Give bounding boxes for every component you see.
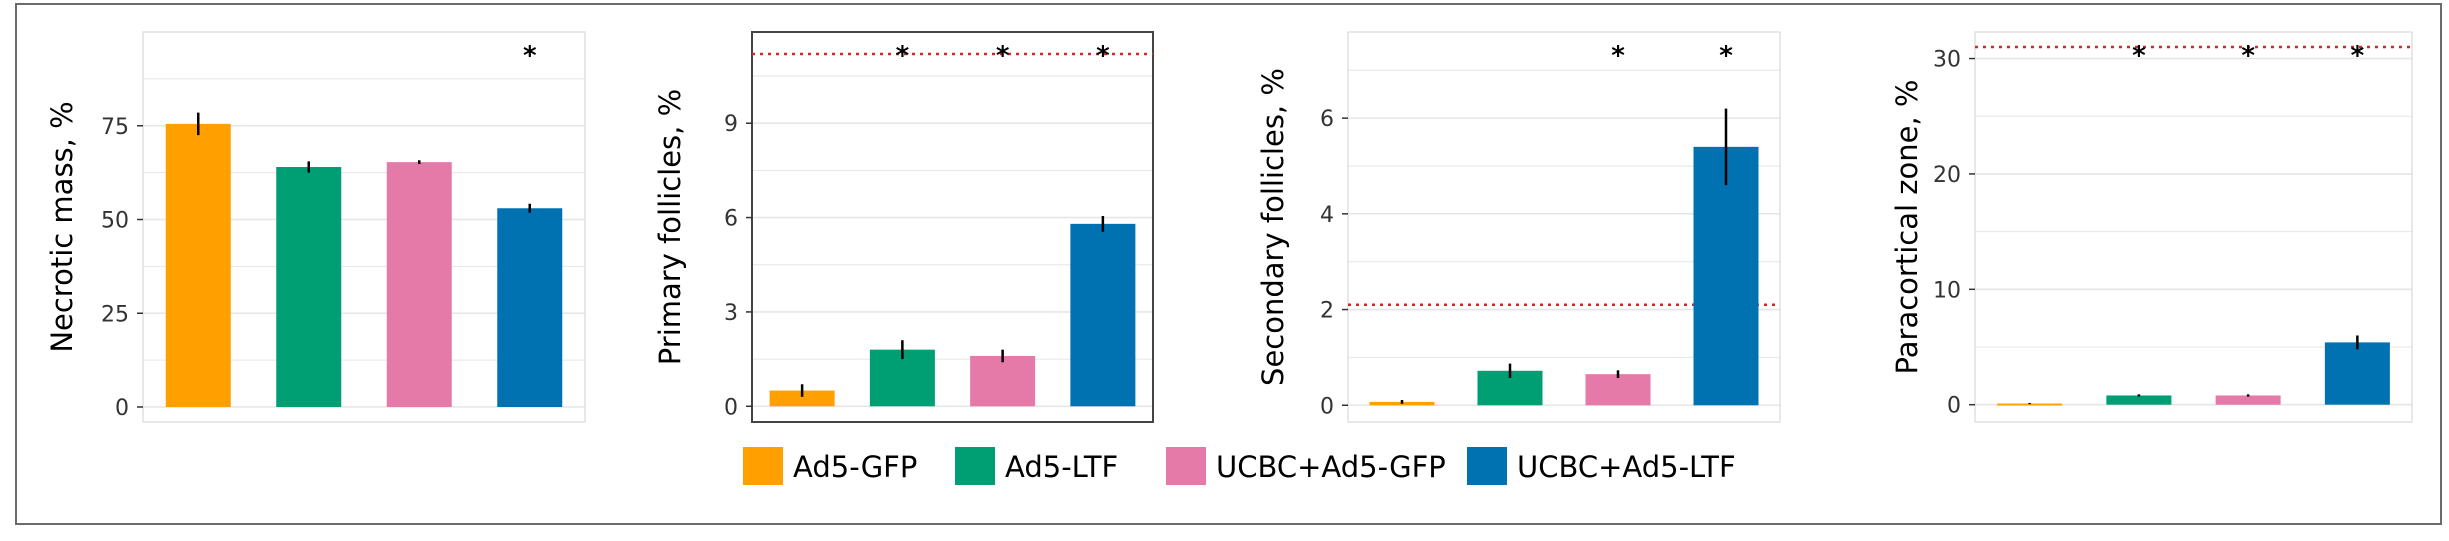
bar-ad5-gfp bbox=[1997, 403, 2063, 406]
y-tick-label: 4 bbox=[1320, 203, 1334, 228]
y-tick-label: 9 bbox=[724, 112, 738, 137]
y-tick-label: 2 bbox=[1320, 299, 1334, 324]
y-tick-label: 10 bbox=[1933, 278, 1961, 303]
bar-ucbc-ad5-ltf bbox=[2324, 342, 2390, 405]
bar-ucbc-ad5-ltf bbox=[497, 208, 563, 407]
y-tick-label: 0 bbox=[1320, 394, 1334, 419]
panel-border bbox=[1974, 31, 2413, 423]
legend-swatch bbox=[1166, 447, 1206, 485]
panel-border bbox=[142, 31, 586, 423]
legend-item: UCBC+Ad5-LTF bbox=[1467, 447, 1736, 485]
significance-star: * bbox=[996, 41, 1010, 71]
y-tick-label: 50 bbox=[101, 209, 129, 234]
y-axis-label: Primary follicles, % bbox=[653, 89, 687, 365]
legend: Ad5-GFP Ad5-LTF UCBC+Ad5-GFP UCBC+Ad5-LTF bbox=[743, 447, 1736, 485]
significance-star: * bbox=[2351, 41, 2365, 71]
panel-frame bbox=[751, 31, 1154, 423]
chart-panel-2: 0 3 6 9 Primary follicles, % * * * bbox=[653, 31, 1154, 423]
y-axis-label: Necrotic mass, % bbox=[45, 101, 79, 352]
chart-panel-4: 0 10 20 30 Paracortical zone, % * * * bbox=[1890, 31, 2413, 423]
chart-panel-3: 0 2 4 6 Secondary follicles, % * * bbox=[1256, 31, 1781, 423]
y-tick-label: 30 bbox=[1933, 48, 1961, 73]
significance-star: * bbox=[1611, 41, 1625, 71]
y-tick-label: 6 bbox=[1320, 107, 1334, 132]
bar-ucbc-ad5-ltf bbox=[1693, 146, 1759, 406]
bar-ucbc-ad5-gfp bbox=[970, 355, 1036, 407]
legend-swatch bbox=[1467, 447, 1507, 485]
bar-ucbc-ad5-gfp bbox=[1585, 374, 1651, 406]
significance-star: * bbox=[523, 41, 537, 71]
significance-star: * bbox=[1096, 41, 1110, 71]
figure-border bbox=[15, 3, 2442, 525]
y-tick-label: 0 bbox=[1947, 394, 1961, 419]
bar-ucbc-ad5-ltf bbox=[1070, 223, 1136, 407]
panel-border bbox=[1347, 31, 1781, 423]
legend-label: Ad5-GFP bbox=[793, 450, 917, 484]
y-tick-label: 20 bbox=[1933, 163, 1961, 188]
significance-star: * bbox=[896, 41, 910, 71]
y-tick-label: 3 bbox=[724, 301, 738, 326]
legend-item: Ad5-LTF bbox=[955, 447, 1118, 485]
legend-label: UCBC+Ad5-LTF bbox=[1517, 450, 1736, 484]
legend-swatch bbox=[955, 447, 995, 485]
chart-panel-1: 0 25 50 75 Necrotic mass, % * bbox=[45, 31, 586, 423]
bar-ad5-gfp bbox=[769, 390, 835, 407]
significance-star: * bbox=[2241, 41, 2255, 71]
legend-item: Ad5-GFP bbox=[743, 447, 917, 485]
bar-ucbc-ad5-gfp bbox=[386, 162, 452, 407]
y-tick-label: 0 bbox=[115, 396, 129, 421]
significance-star: * bbox=[1719, 41, 1733, 71]
y-axis-label: Secondary follicles, % bbox=[1256, 68, 1290, 386]
bar-ad5-ltf bbox=[276, 167, 342, 407]
y-axis-label: Paracortical zone, % bbox=[1890, 80, 1924, 375]
significance-star: * bbox=[2132, 41, 2146, 71]
legend-item: UCBC+Ad5-GFP bbox=[1166, 447, 1446, 485]
legend-label: UCBC+Ad5-GFP bbox=[1216, 450, 1446, 484]
y-tick-label: 75 bbox=[101, 115, 129, 140]
bar-ad5-gfp bbox=[165, 123, 231, 407]
legend-label: Ad5-LTF bbox=[1005, 450, 1118, 484]
y-tick-label: 0 bbox=[724, 395, 738, 420]
bar-ucbc-ad5-gfp bbox=[2215, 395, 2281, 405]
y-tick-label: 6 bbox=[724, 207, 738, 232]
y-tick-label: 25 bbox=[101, 302, 129, 327]
bar-ad5-ltf bbox=[2106, 395, 2172, 405]
legend-swatch bbox=[743, 447, 783, 485]
